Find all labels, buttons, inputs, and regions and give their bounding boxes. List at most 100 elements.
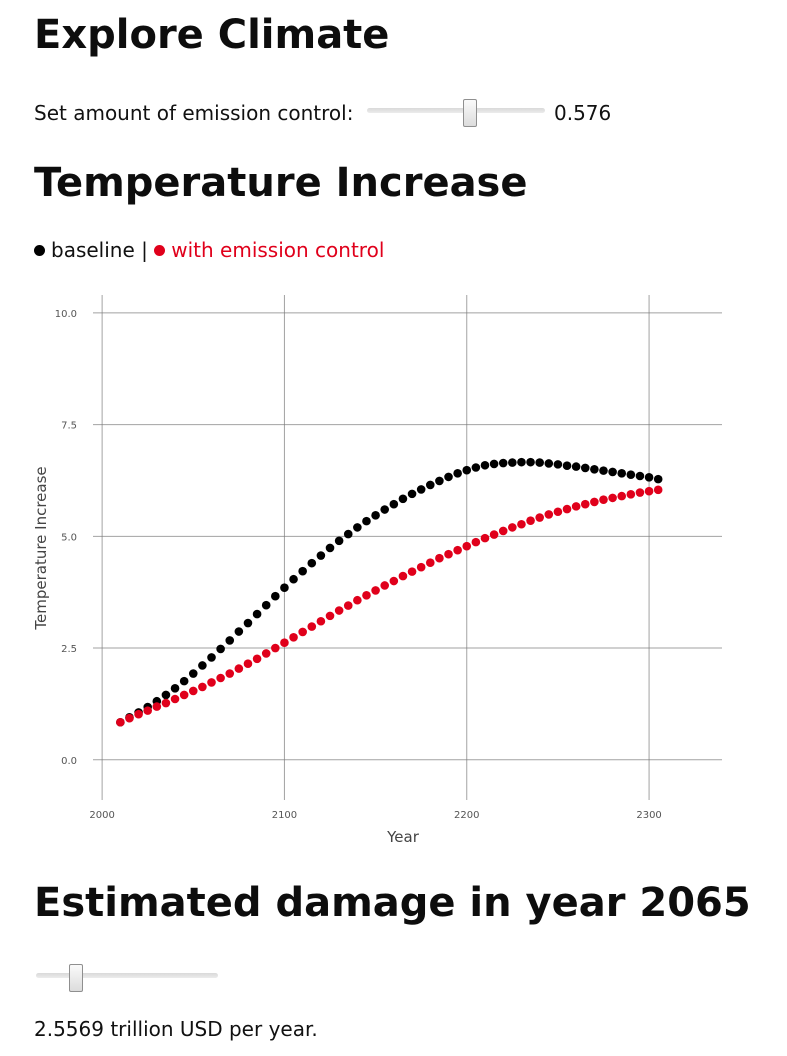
control-point <box>152 702 162 711</box>
control-point <box>325 611 335 621</box>
baseline-point <box>207 653 216 662</box>
control-point <box>580 499 590 509</box>
baseline-point <box>316 551 326 560</box>
control-point <box>261 649 271 658</box>
temperature-heading: Temperature Increase <box>34 160 528 206</box>
baseline-point <box>298 566 307 576</box>
baseline-point <box>471 463 481 472</box>
emission-control-label: Set amount of emission control: <box>34 101 354 125</box>
baseline-point <box>635 471 645 481</box>
control-point <box>407 567 417 576</box>
baseline-point <box>307 558 317 568</box>
control-point <box>608 493 617 503</box>
baseline-point <box>553 460 563 469</box>
control-point <box>343 601 353 610</box>
control-point <box>125 713 134 723</box>
control-point <box>362 591 371 600</box>
x-tick-label: 2200 <box>454 810 479 821</box>
control-point <box>590 497 599 507</box>
legend-baseline-label: baseline <box>51 238 135 262</box>
control-point <box>617 491 627 501</box>
control-point <box>198 682 207 692</box>
baseline-point <box>526 457 535 467</box>
control-point <box>553 507 563 517</box>
damage-slider-track[interactable] <box>36 973 218 978</box>
control-point <box>416 562 426 572</box>
baseline-point <box>626 470 636 479</box>
baseline-point <box>462 465 472 475</box>
legend-separator: | <box>141 238 148 262</box>
control-point <box>562 504 572 514</box>
control-point <box>498 526 508 536</box>
baseline-point <box>489 459 499 469</box>
baseline-point <box>161 690 171 700</box>
x-tick-label: 2000 <box>89 810 114 821</box>
control-point <box>517 519 526 529</box>
baseline-point <box>644 473 654 482</box>
baseline-point <box>571 462 581 471</box>
control-point <box>134 709 143 719</box>
damage-slider[interactable] <box>36 964 218 992</box>
baseline-point <box>371 511 380 520</box>
baseline-point <box>252 609 262 619</box>
control-point <box>179 690 189 700</box>
baseline-point <box>170 683 180 693</box>
control-point <box>225 669 235 678</box>
baseline-point <box>334 536 344 546</box>
baseline-point <box>325 543 335 553</box>
series-baseline <box>116 457 663 727</box>
baseline-point <box>480 460 490 470</box>
baseline-point <box>599 466 608 475</box>
y-tick-label: 2.5 <box>61 644 77 655</box>
damage-heading: Estimated damage in year 2065 <box>34 880 751 926</box>
control-point <box>653 485 663 495</box>
control-point <box>425 558 435 567</box>
baseline-point <box>243 618 253 628</box>
page-title: Explore Climate <box>34 12 390 58</box>
control-point <box>508 523 517 532</box>
baseline-point <box>544 459 554 468</box>
control-point <box>526 516 535 525</box>
baseline-point <box>398 494 408 504</box>
control-point <box>316 616 326 626</box>
control-point <box>234 664 244 673</box>
control-point <box>207 678 216 687</box>
legend-control-label: with emission control <box>171 238 385 262</box>
control-point <box>170 694 180 704</box>
damage-slider-thumb[interactable] <box>69 964 84 992</box>
control-point <box>252 654 262 664</box>
control-point <box>435 553 444 563</box>
baseline-point <box>608 467 617 477</box>
y-tick-label: 5.0 <box>61 532 77 543</box>
control-point <box>635 488 645 497</box>
baseline-point <box>179 676 189 686</box>
control-point <box>334 606 344 615</box>
emission-slider-track[interactable] <box>367 108 545 113</box>
control-point <box>444 549 453 559</box>
baseline-point <box>271 591 280 601</box>
control-point <box>307 622 317 631</box>
baseline-point <box>234 627 244 636</box>
baseline-dot-icon <box>34 245 45 256</box>
chart-legend: baseline | with emission control <box>34 238 384 262</box>
control-point <box>398 571 408 581</box>
emission-control-slider[interactable] <box>367 99 545 127</box>
control-point <box>298 627 307 637</box>
chart-ticks: 0.0 2.5 5.0 7.5 10.0 2000 2100 2200 2300 <box>55 309 662 821</box>
emission-slider-thumb[interactable] <box>462 99 477 127</box>
baseline-point <box>590 464 599 474</box>
control-point <box>626 490 636 499</box>
x-axis-label: Year <box>386 828 420 846</box>
control-point <box>161 698 171 708</box>
baseline-point <box>444 472 453 482</box>
baseline-point <box>353 523 362 532</box>
control-dot-icon <box>154 245 166 256</box>
x-tick-label: 2100 <box>272 810 297 821</box>
baseline-point <box>216 644 225 654</box>
baseline-point <box>562 461 572 471</box>
control-point <box>571 502 581 511</box>
baseline-point <box>435 476 444 486</box>
baseline-point <box>425 480 435 490</box>
control-point <box>243 659 253 668</box>
control-point <box>216 673 225 683</box>
